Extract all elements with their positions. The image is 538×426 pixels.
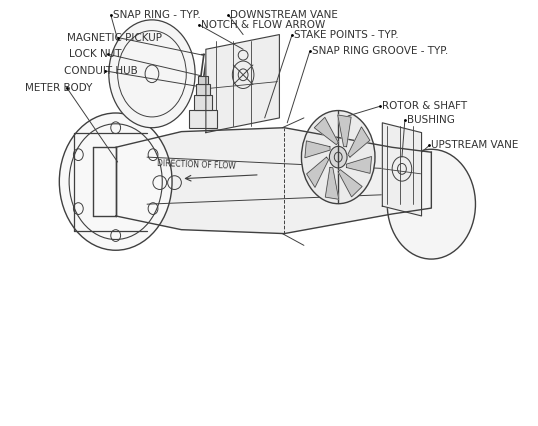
Text: DOWNSTREAM VANE: DOWNSTREAM VANE bbox=[230, 10, 338, 20]
Text: NOTCH & FLOW ARROW: NOTCH & FLOW ARROW bbox=[201, 20, 325, 30]
FancyBboxPatch shape bbox=[194, 95, 212, 110]
Polygon shape bbox=[116, 128, 431, 233]
Polygon shape bbox=[338, 170, 362, 197]
Text: METER BODY: METER BODY bbox=[25, 83, 92, 92]
Ellipse shape bbox=[387, 149, 476, 259]
Polygon shape bbox=[325, 167, 339, 199]
Text: LOCK NUT: LOCK NUT bbox=[69, 49, 121, 59]
FancyBboxPatch shape bbox=[189, 110, 217, 128]
Ellipse shape bbox=[109, 20, 195, 128]
Polygon shape bbox=[93, 147, 116, 216]
Ellipse shape bbox=[329, 147, 347, 168]
Polygon shape bbox=[206, 35, 279, 132]
Polygon shape bbox=[346, 156, 372, 173]
Ellipse shape bbox=[59, 113, 172, 250]
Polygon shape bbox=[383, 123, 422, 216]
FancyBboxPatch shape bbox=[196, 83, 210, 95]
Polygon shape bbox=[338, 115, 351, 147]
Text: SNAP RING GROOVE - TYP.: SNAP RING GROOVE - TYP. bbox=[312, 46, 448, 56]
Text: BUSHING: BUSHING bbox=[407, 115, 455, 125]
Polygon shape bbox=[314, 118, 338, 145]
Text: UPSTREAM VANE: UPSTREAM VANE bbox=[431, 140, 519, 150]
Text: DIRECTION OF FLOW: DIRECTION OF FLOW bbox=[157, 159, 236, 171]
Text: ROTOR & SHAFT: ROTOR & SHAFT bbox=[383, 101, 468, 111]
Text: STAKE POINTS - TYP.: STAKE POINTS - TYP. bbox=[294, 29, 399, 40]
Polygon shape bbox=[307, 157, 329, 187]
Ellipse shape bbox=[301, 111, 375, 204]
Polygon shape bbox=[305, 141, 330, 158]
Text: MAGNETIC PICKUP: MAGNETIC PICKUP bbox=[67, 32, 161, 43]
Text: SNAP RING - TYP.: SNAP RING - TYP. bbox=[113, 10, 201, 20]
Text: CONDUIT HUB: CONDUIT HUB bbox=[63, 66, 138, 76]
FancyBboxPatch shape bbox=[198, 76, 208, 83]
Polygon shape bbox=[348, 127, 370, 157]
